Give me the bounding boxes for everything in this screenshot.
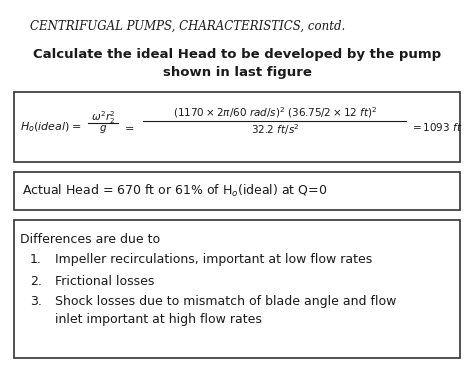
Text: $g$: $g$ xyxy=(99,123,107,135)
Bar xyxy=(14,220,460,358)
Text: Actual Head = 670 ft or 61% of H$_o$(ideal) at Q=0: Actual Head = 670 ft or 61% of H$_o$(ide… xyxy=(22,183,327,199)
Text: 1.: 1. xyxy=(30,253,42,266)
Text: Frictional losses: Frictional losses xyxy=(55,275,155,288)
Text: CENTRIFUGAL PUMPS, CHARACTERISTICS, contd.: CENTRIFUGAL PUMPS, CHARACTERISTICS, cont… xyxy=(30,20,345,33)
Text: Calculate the ideal Head to be developed by the pump: Calculate the ideal Head to be developed… xyxy=(33,48,441,61)
Text: Impeller recirculations, important at low flow rates: Impeller recirculations, important at lo… xyxy=(55,253,372,266)
Bar xyxy=(14,92,460,162)
Text: $(1170\times2\pi/60\ \mathit{rad/s})^2\ (36.75/2\times12\ \mathit{ft})^2$: $(1170\times2\pi/60\ \mathit{rad/s})^2\ … xyxy=(173,106,377,120)
Text: $32.2\ \mathit{ft/s}^2$: $32.2\ \mathit{ft/s}^2$ xyxy=(251,123,300,137)
Text: 3.: 3. xyxy=(30,295,42,308)
Text: 2.: 2. xyxy=(30,275,42,288)
Text: Shock losses due to mismatch of blade angle and flow: Shock losses due to mismatch of blade an… xyxy=(55,295,396,308)
Bar xyxy=(14,172,460,210)
Text: Differences are due to: Differences are due to xyxy=(20,233,160,246)
Text: $\omega^2 r_2^2$: $\omega^2 r_2^2$ xyxy=(91,109,115,126)
Text: $=$: $=$ xyxy=(122,122,134,132)
Text: $H_o(ideal)=$: $H_o(ideal)=$ xyxy=(20,120,82,134)
Text: $= 1093\ \mathit{ft}$: $= 1093\ \mathit{ft}$ xyxy=(410,121,463,133)
Text: shown in last figure: shown in last figure xyxy=(163,66,311,79)
Text: inlet important at high flow rates: inlet important at high flow rates xyxy=(55,313,262,326)
